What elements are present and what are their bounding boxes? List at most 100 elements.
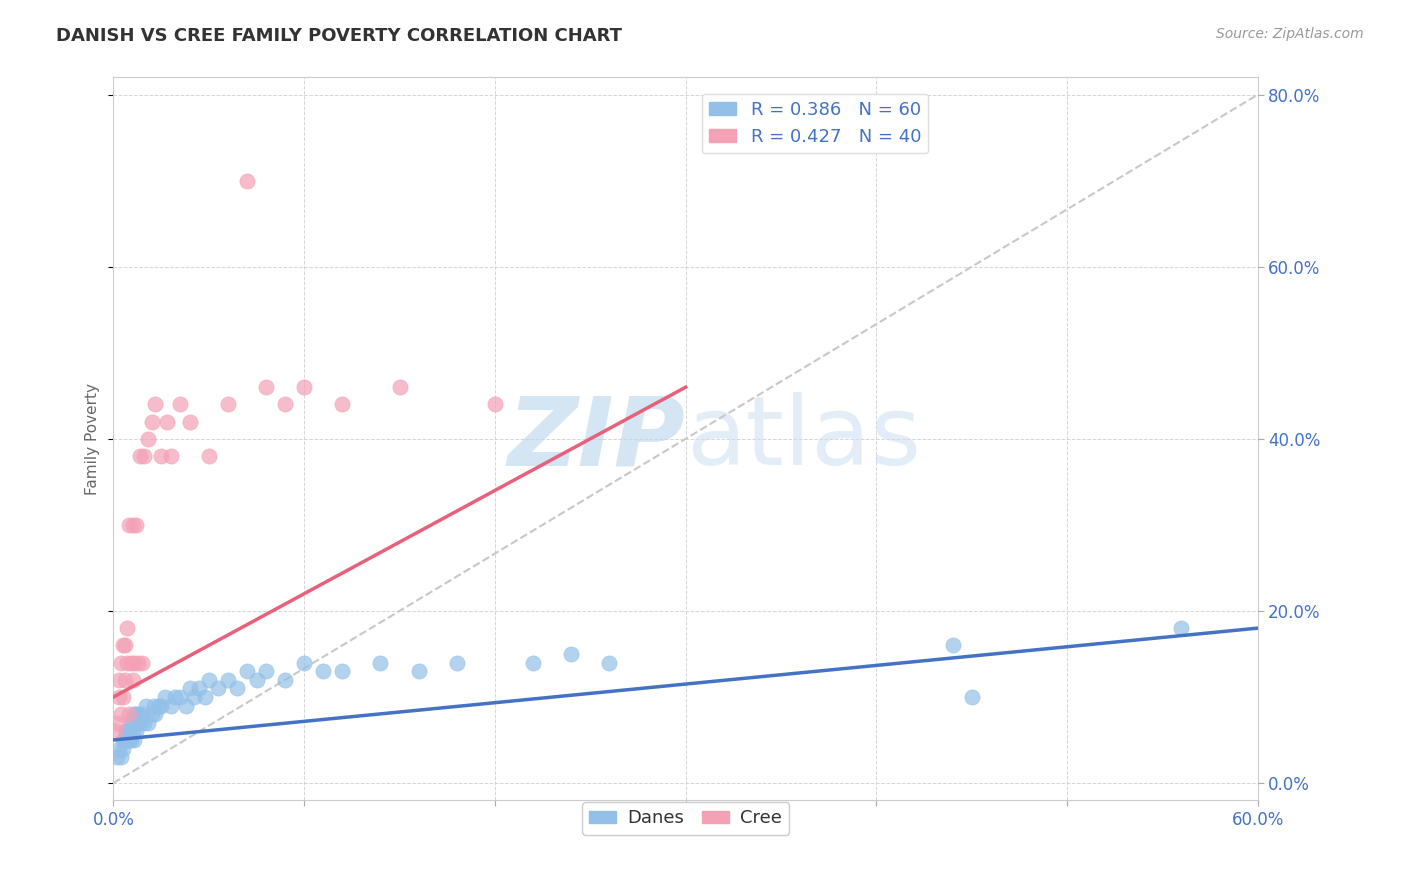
Point: [125, 517, 148, 532]
Point: [150, 698, 173, 713]
Point: [141, 707, 163, 722]
Point: [217, 397, 239, 411]
Point: [370, 656, 392, 670]
Point: [254, 380, 277, 394]
Point: [131, 707, 153, 722]
Point: [312, 664, 335, 678]
Point: [136, 715, 159, 730]
Point: [198, 449, 221, 463]
Point: [108, 741, 131, 756]
Point: [115, 724, 138, 739]
Point: [118, 724, 141, 739]
Point: [446, 656, 468, 670]
Point: [132, 449, 155, 463]
Point: [159, 698, 181, 713]
Point: [118, 517, 141, 532]
Point: [124, 733, 146, 747]
Point: [125, 724, 148, 739]
Point: [112, 741, 135, 756]
Point: [179, 681, 201, 696]
Point: [124, 707, 146, 722]
Point: [110, 656, 132, 670]
Point: [121, 673, 143, 687]
Point: [131, 656, 153, 670]
Point: [105, 715, 128, 730]
Point: [169, 397, 191, 411]
Point: [236, 664, 259, 678]
Text: DANISH VS CREE FAMILY POVERTY CORRELATION CHART: DANISH VS CREE FAMILY POVERTY CORRELATIO…: [56, 27, 623, 45]
Point: [484, 397, 506, 411]
Point: [153, 690, 176, 704]
Point: [207, 681, 229, 696]
Point: [121, 715, 143, 730]
Point: [121, 724, 143, 739]
Point: [226, 681, 249, 696]
Point: [112, 690, 135, 704]
Point: [104, 724, 127, 739]
Point: [127, 707, 149, 722]
Point: [245, 673, 267, 687]
Point: [217, 673, 239, 687]
Point: [194, 690, 217, 704]
Point: [179, 415, 201, 429]
Point: [163, 690, 186, 704]
Text: ZIP: ZIP: [508, 392, 686, 485]
Point: [236, 174, 259, 188]
Point: [330, 664, 353, 678]
Point: [132, 715, 155, 730]
Point: [120, 715, 142, 730]
Point: [114, 638, 136, 652]
Point: [110, 707, 132, 722]
Point: [142, 698, 165, 713]
Point: [127, 715, 149, 730]
Point: [388, 380, 411, 394]
Point: [127, 656, 149, 670]
Point: [120, 733, 142, 747]
Point: [169, 690, 191, 704]
Point: [598, 656, 620, 670]
Point: [145, 397, 167, 411]
Point: [105, 750, 128, 764]
Point: [114, 673, 136, 687]
Point: [141, 415, 163, 429]
Point: [115, 733, 138, 747]
Point: [274, 673, 297, 687]
Point: [110, 750, 132, 764]
Point: [198, 673, 221, 687]
Point: [960, 690, 983, 704]
Point: [114, 724, 136, 739]
Point: [330, 397, 353, 411]
Point: [292, 380, 315, 394]
Point: [112, 733, 135, 747]
Point: [560, 647, 582, 661]
Point: [408, 664, 430, 678]
Point: [120, 656, 142, 670]
Point: [115, 621, 138, 635]
Point: [108, 690, 131, 704]
Point: [145, 707, 167, 722]
Point: [136, 432, 159, 446]
Point: [125, 707, 148, 722]
Point: [129, 449, 152, 463]
Y-axis label: Family Poverty: Family Poverty: [86, 383, 100, 495]
Point: [274, 397, 297, 411]
Point: [148, 698, 170, 713]
Point: [118, 707, 141, 722]
Point: [188, 681, 211, 696]
Point: [156, 415, 179, 429]
Point: [159, 449, 181, 463]
Point: [124, 656, 146, 670]
Point: [118, 733, 141, 747]
Text: atlas: atlas: [686, 392, 921, 485]
Legend: Danes, Cree: Danes, Cree: [582, 802, 789, 835]
Point: [292, 656, 315, 670]
Point: [1170, 621, 1192, 635]
Point: [129, 715, 152, 730]
Point: [121, 517, 143, 532]
Point: [135, 698, 157, 713]
Point: [114, 733, 136, 747]
Point: [150, 449, 173, 463]
Point: [942, 638, 965, 652]
Point: [112, 638, 135, 652]
Point: [183, 690, 205, 704]
